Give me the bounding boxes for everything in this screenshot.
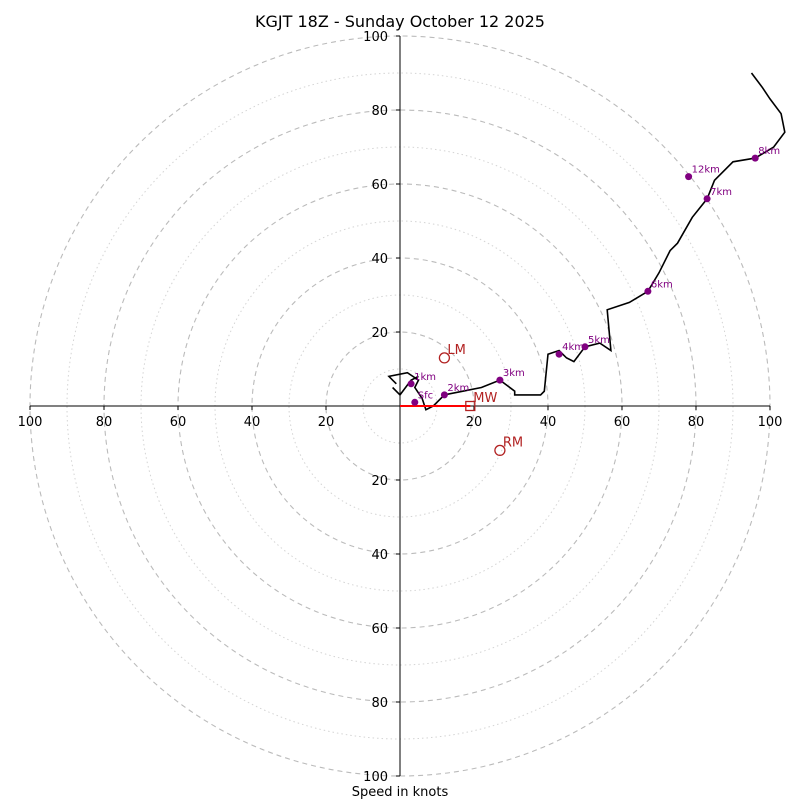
x-tick-label: 80	[96, 415, 113, 430]
height-point-marker	[685, 173, 693, 181]
x-tick-label: 20	[318, 415, 335, 430]
x-tick-label: 60	[614, 415, 631, 430]
height-point-marker	[703, 195, 711, 203]
height-point-label: 3km	[503, 368, 525, 379]
height-point-marker	[407, 380, 415, 388]
x-axis-label: Speed in knots	[352, 785, 449, 800]
y-tick-label: 80	[371, 104, 388, 119]
height-point-marker	[581, 343, 589, 351]
height-point-label: 1km	[414, 372, 436, 383]
x-tick-label: 100	[18, 415, 43, 430]
storm-motion-marker	[438, 352, 451, 364]
height-point-label: Sfc	[418, 390, 433, 401]
chart-title: KGJT 18Z - Sunday October 12 2025	[255, 12, 545, 31]
height-point-marker	[440, 391, 448, 399]
x-tick-label: 40	[540, 415, 557, 430]
wind-trace-line	[387, 72, 786, 411]
y-tick-label: 20	[371, 474, 388, 489]
wind-series	[387, 72, 786, 411]
axis-ticks: 100 80 60 40 20 20 40 60 80 100 100 80 60 40 20 20 40 60 8…	[18, 30, 783, 785]
y-tick-label: 60	[371, 178, 388, 193]
storm-motion-label: MW	[473, 391, 497, 406]
height-point-label: 6km	[651, 279, 673, 290]
x-tick-label: 20	[466, 415, 483, 430]
height-point-marker	[411, 398, 419, 406]
x-tick-label: 100	[758, 415, 783, 430]
height-point-label: 7km	[710, 187, 732, 198]
x-tick-label: 40	[244, 415, 261, 430]
storm-motion-marker	[494, 444, 506, 457]
x-tick-label: 60	[170, 415, 187, 430]
height-point-label: 2km	[447, 383, 469, 394]
storm-motion-markers: LM RM MW	[438, 343, 523, 457]
height-point-marker	[555, 350, 563, 358]
storm-motion-label: RM	[503, 435, 523, 450]
x-tick-label: 80	[688, 415, 705, 430]
y-tick-label: 80	[371, 696, 388, 711]
y-tick-label: 40	[371, 252, 388, 267]
y-tick-label: 100	[363, 770, 388, 785]
y-tick-label: 100	[363, 30, 388, 45]
y-tick-label: 20	[371, 326, 388, 341]
storm-motion-marker	[465, 400, 476, 412]
height-point-marker	[496, 376, 504, 384]
height-point-marker	[644, 287, 652, 295]
storm-motion-label: LM	[447, 343, 465, 358]
height-point-label: 8km	[758, 146, 780, 157]
height-point-label: 12km	[692, 165, 720, 176]
height-points: Sfc 1km 2km 3km 4km 5km 6km 7km 8km 12km	[407, 146, 780, 406]
y-tick-label: 40	[371, 548, 388, 563]
height-point-marker	[751, 154, 759, 162]
y-tick-label: 60	[371, 622, 388, 637]
height-point-label: 5km	[588, 335, 610, 346]
height-point-label: 4km	[562, 342, 584, 353]
